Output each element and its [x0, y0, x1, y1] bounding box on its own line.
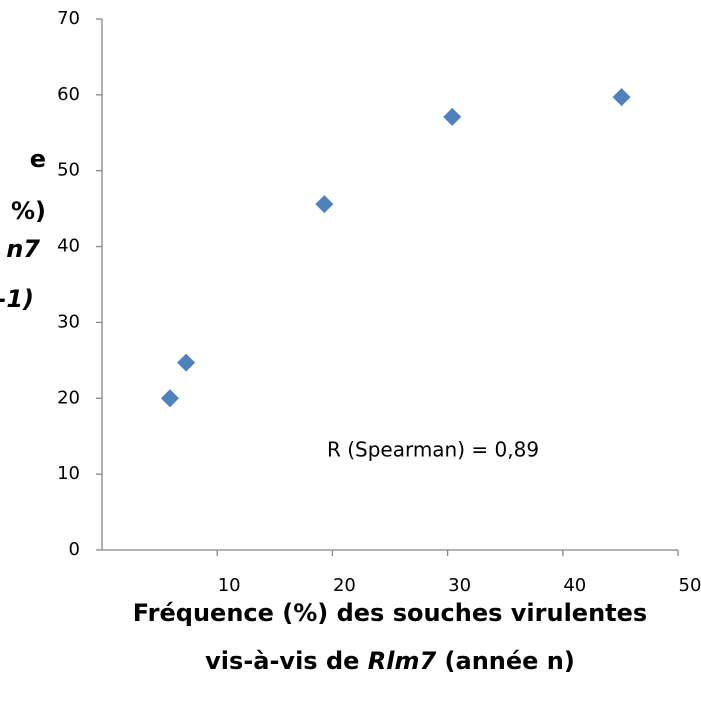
y-label-line: %)	[11, 197, 46, 225]
y-label-line: -1)	[0, 285, 34, 313]
x-tick-label: 20	[333, 575, 356, 596]
point	[612, 88, 631, 107]
point	[160, 389, 179, 408]
annotation: R (Spearman) = 0,89	[327, 438, 539, 462]
x-label-line: vis-à-vis de Rlm7 (année n)	[205, 647, 575, 675]
point	[315, 195, 334, 214]
x-label-line: Fréquence (%) des souches virulentes	[133, 599, 647, 627]
y-tick-label: 40	[57, 236, 80, 257]
y-tick-label: 10	[57, 463, 80, 484]
x-tick-label: 10	[218, 575, 241, 596]
point	[177, 353, 196, 372]
x-tick-label: 40	[563, 575, 586, 596]
x-label-part: (année n)	[436, 647, 575, 675]
x-tick-label: 30	[448, 575, 471, 596]
y-tick-label: 20	[57, 387, 80, 408]
y-tick-label: 30	[57, 311, 80, 332]
y-tick-label: 50	[57, 160, 80, 181]
y-tick-label: 60	[57, 84, 80, 105]
x-tick-label: 50	[679, 575, 701, 596]
y-tick-label: 70	[57, 8, 80, 29]
point	[443, 107, 462, 126]
x-label-part: Rlm7	[368, 647, 437, 675]
x-label-part: vis-à-vis de	[205, 647, 368, 675]
y-tick-label: 0	[69, 539, 80, 560]
y-label-line: e	[30, 145, 46, 173]
y-label-line: n7	[6, 235, 40, 263]
